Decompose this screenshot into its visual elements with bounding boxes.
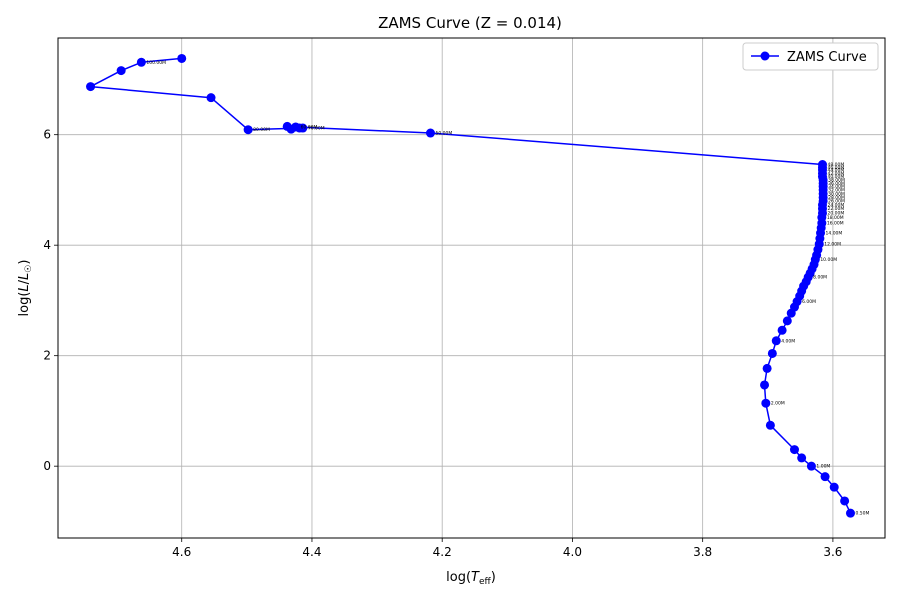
data-point — [829, 482, 839, 492]
data-point — [806, 461, 816, 471]
data-point — [820, 472, 830, 482]
data-point — [762, 363, 772, 373]
plot-background — [58, 38, 885, 538]
data-point — [206, 93, 216, 103]
mass-annotation: 70.00M — [308, 126, 325, 132]
axis-ticks: 4.6 4.4 4.2 4.0 3.8 3.6 0 2 4 6 — [43, 128, 842, 559]
data-point — [782, 316, 792, 326]
data-point — [177, 53, 187, 63]
x-tick-label: 4.0 — [563, 545, 582, 559]
data-point — [817, 160, 827, 170]
y-tick-label: 6 — [43, 128, 51, 142]
mass-annotation: 50.00M — [435, 131, 452, 137]
data-point — [425, 128, 435, 138]
data-point — [789, 445, 799, 455]
mass-annotation: 20.00M — [827, 211, 844, 217]
data-point — [765, 420, 775, 430]
data-point — [243, 125, 253, 135]
mass-annotation: 40.00M — [827, 174, 844, 180]
data-point — [136, 57, 146, 67]
mass-annotation: 2.00M — [771, 401, 785, 407]
x-tick-label: 4.4 — [302, 545, 321, 559]
data-point — [282, 121, 292, 131]
y-tick-label: 4 — [43, 238, 51, 252]
data-point — [845, 508, 855, 518]
mass-annotation: 1.00M — [816, 464, 830, 470]
annotation-layer: 0.50M 1.00M 2.00M 4.00M 6.00M 8.00M 10.00M 12.0… — [146, 60, 869, 517]
mass-annotation: 6.00M — [802, 299, 816, 305]
data-point — [116, 66, 126, 76]
plot-frame — [57, 37, 886, 539]
data-point — [760, 380, 770, 390]
mass-annotation: 26.00M — [828, 198, 845, 204]
data-point — [295, 123, 305, 133]
data-point — [767, 348, 777, 358]
data-point — [777, 325, 787, 335]
mass-annotation: 80.00M — [253, 127, 270, 133]
legend: ZAMS Curve — [742, 42, 879, 71]
plot-area: 0.50M 1.00M 2.00M 4.00M 6.00M 8.00M 10.00M 12.0… — [57, 37, 886, 539]
data-point — [86, 82, 96, 92]
data-point — [771, 336, 781, 346]
chart-title: ZAMS Curve (Z = 0.014) — [378, 14, 562, 32]
mass-annotation: 48.00M — [827, 162, 844, 168]
mass-annotation: 8.00M — [813, 275, 827, 281]
x-tick-label: 3.6 — [823, 545, 842, 559]
legend-box — [742, 42, 879, 71]
legend-marker — [760, 51, 770, 61]
y-tick-label: 2 — [43, 349, 51, 363]
mass-annotation: 22.00M — [827, 206, 844, 212]
x-tick-label: 4.2 — [433, 545, 452, 559]
mass-annotation: 14.00M — [826, 231, 843, 237]
mass-annotation: 60.00M — [301, 124, 318, 130]
mass-annotation: 24.00M — [827, 202, 844, 208]
data-point — [797, 453, 807, 463]
x-tick-label: 4.6 — [172, 545, 191, 559]
mass-annotation: 100.00M — [146, 60, 166, 66]
y-tick-label: 0 — [43, 459, 51, 473]
mass-annotation: 12.00M — [824, 242, 841, 248]
mass-annotation: 38.00M — [828, 177, 845, 183]
y-axis-label: log(L/L☉) — [17, 260, 34, 317]
data-point — [840, 496, 850, 506]
mass-annotation: 36.00M — [828, 181, 845, 187]
series-layer — [86, 53, 855, 518]
grid — [58, 38, 885, 538]
mass-annotation: 10.00M — [820, 257, 837, 263]
mass-annotation: 0.50M — [855, 511, 869, 517]
x-tick-label: 3.8 — [693, 545, 712, 559]
mass-annotation: 32.00M — [828, 187, 845, 193]
mass-annotation: 44.00M — [827, 168, 844, 174]
mass-annotation: 4.00M — [781, 338, 795, 344]
mass-annotation: 34.00M — [828, 184, 845, 190]
mass-annotation: 30.00M — [828, 191, 845, 197]
legend-entry: ZAMS Curve — [787, 50, 867, 65]
data-point — [761, 398, 771, 408]
mass-annotation: 18.00M — [827, 215, 844, 221]
mass-annotation: 16.00M — [827, 221, 844, 227]
mass-annotation: 42.00M — [827, 171, 844, 177]
mass-annotation: 46.00M — [827, 165, 844, 171]
mass-annotation: 28.00M — [828, 195, 845, 201]
